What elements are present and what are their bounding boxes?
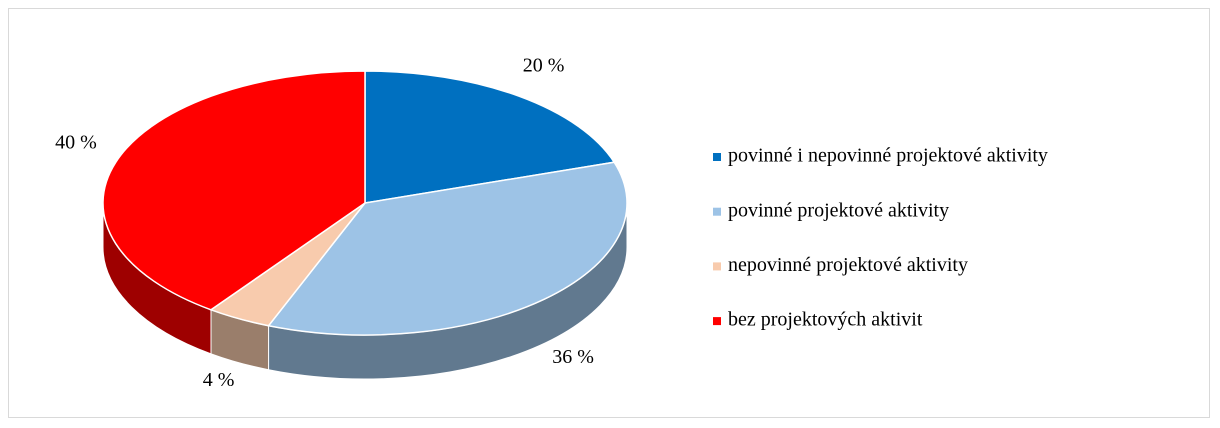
legend-swatch [713,317,721,326]
legend-label: bez projektových aktivit [728,309,923,331]
pie-slice [267,161,628,336]
legend-swatch [713,262,721,271]
legend-label: povinné i nepovinné projektové aktivity [728,145,1048,167]
data-label: 40 % [55,131,97,153]
legend-swatch [713,153,721,161]
pie-slice [364,70,616,204]
data-label: 36 % [552,346,594,368]
chart-frame [8,8,1210,418]
pie-slice [102,70,366,311]
legend-label: povinné projektové aktivity [728,199,949,221]
legend-swatch [713,207,721,216]
data-label: 20 % [523,55,565,77]
legend-label: nepovinné projektové aktivity [728,254,968,276]
data-label: 4 % [203,369,235,391]
